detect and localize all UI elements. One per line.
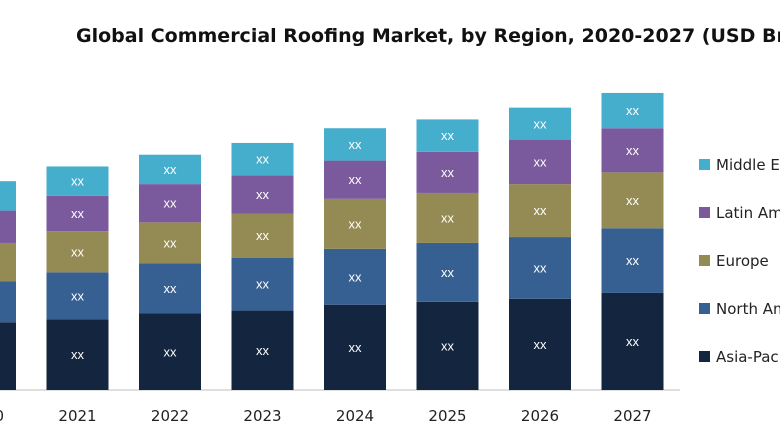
legend-swatch-north-america [699, 303, 710, 314]
bar-europe-2025 [416, 192, 479, 243]
bar-label-middle-east-africa-2026: xx [534, 116, 548, 131]
x-tick-2025: 2025 [428, 407, 466, 425]
bar-label-europe-2024: xx [349, 216, 363, 231]
bar-label-asia-pacific-2021: xx [71, 347, 85, 362]
bar-latin-america-2024 [324, 160, 386, 199]
bar-asia-pacific-2021 [46, 319, 109, 390]
bar-latin-america-2027 [601, 128, 664, 173]
bar-label-latin-america-2023: xx [256, 187, 270, 202]
bar-label-europe-2025: xx [441, 210, 455, 225]
chart-title: Global Commercial Roofing Market, by Reg… [76, 25, 780, 47]
bar-middle-east-africa-2020 [0, 181, 16, 211]
bar-latin-america-2023 [231, 175, 294, 214]
bar-label-middle-east-africa-2022: xx [164, 162, 178, 177]
bar-middle-east-africa-2026 [509, 107, 571, 140]
legend-swatch-middle-east-africa [699, 159, 710, 170]
bar-label-middle-east-africa-2027: xx [626, 103, 640, 118]
bar-europe-2020 [0, 242, 16, 282]
bars-group: xx xx xx xx xx xx xx xx xx xx xx xx xx xx xx xx xx xx xx xx… [0, 92, 664, 390]
x-tick-2020: 2020 [0, 407, 4, 425]
x-tick-labels: 2020 2021 2022 2023 2024 2025 2026 2027 [0, 407, 652, 425]
bar-middle-east-africa-2024 [324, 128, 386, 161]
legend-swatch-europe [699, 255, 710, 266]
bar-label-north-america-2021: xx [71, 288, 85, 303]
bar-latin-america-2022 [139, 184, 201, 223]
bar-asia-pacific-2022 [139, 313, 201, 390]
legend-label-europe: Europe [716, 252, 769, 270]
bar-label-asia-pacific-2022: xx [164, 344, 178, 359]
bar-label-asia-pacific-2023: xx [256, 343, 270, 358]
bar-asia-pacific-2024 [324, 304, 386, 390]
x-tick-2022: 2022 [151, 407, 189, 425]
bar-label-north-america-2025: xx [441, 265, 455, 280]
bar-label-asia-pacific-2025: xx [441, 338, 455, 353]
legend-swatch-asia-pacific [699, 351, 710, 362]
bar-label-latin-america-2021: xx [71, 206, 85, 221]
bar-latin-america-2025 [416, 151, 479, 193]
bar-asia-pacific-2026 [509, 298, 571, 390]
bar-label-middle-east-africa-2025: xx [441, 128, 455, 143]
bar-label-middle-east-africa-2023: xx [256, 152, 270, 167]
bar-north-america-2020 [0, 281, 16, 323]
bar-north-america-2026 [509, 237, 571, 299]
x-tick-2021: 2021 [58, 407, 96, 425]
bar-label-middle-east-africa-2024: xx [349, 137, 363, 152]
bar-label-europe-2026: xx [534, 203, 548, 218]
legend-label-middle-east-africa: Middle East & Africa [716, 156, 780, 174]
bar-label-europe-2023: xx [256, 228, 270, 243]
bar-label-asia-pacific-2024: xx [349, 340, 363, 355]
legend-label-north-america: North America [716, 300, 780, 318]
bar-label-north-america-2023: xx [256, 277, 270, 292]
bar-label-latin-america-2022: xx [164, 196, 178, 211]
bar-north-america-2023 [231, 257, 294, 311]
bar-label-europe-2027: xx [626, 193, 640, 208]
bar-latin-america-2026 [509, 140, 571, 185]
bar-label-latin-america-2026: xx [534, 155, 548, 170]
bar-north-america-2027 [601, 228, 664, 293]
bar-north-america-2022 [139, 263, 201, 314]
bar-label-asia-pacific-2026: xx [534, 337, 548, 352]
x-tick-2026: 2026 [521, 407, 559, 425]
bar-europe-2027 [601, 172, 664, 229]
bar-north-america-2021 [46, 272, 109, 320]
x-tick-2024: 2024 [336, 407, 374, 425]
bar-label-asia-pacific-2027: xx [626, 334, 640, 349]
bar-label-europe-2021: xx [71, 244, 85, 259]
bar-europe-2026 [509, 184, 571, 238]
bar-label-north-america-2024: xx [349, 269, 363, 284]
bar-label-latin-america-2024: xx [349, 172, 363, 187]
bar-middle-east-africa-2027 [601, 92, 664, 129]
bar-europe-2024 [324, 198, 386, 249]
bar-middle-east-africa-2021 [46, 166, 109, 196]
bar-europe-2021 [46, 231, 109, 273]
bar-latin-america-2021 [46, 195, 109, 232]
bar-label-north-america-2026: xx [534, 260, 548, 275]
bar-label-north-america-2027: xx [626, 253, 640, 268]
bar-middle-east-africa-2023 [231, 142, 294, 176]
x-tick-2023: 2023 [243, 407, 281, 425]
bar-europe-2023 [231, 213, 294, 258]
bar-latin-america-2020 [0, 210, 16, 243]
bar-label-latin-america-2027: xx [626, 143, 640, 158]
bar-asia-pacific-2023 [231, 310, 294, 390]
legend-label-asia-pacific: Asia-Pacific [716, 348, 780, 366]
bar-label-north-america-2022: xx [164, 281, 178, 296]
legend-swatch-latin-america [699, 207, 710, 218]
legend-label-latin-america: Latin America [716, 204, 780, 222]
bar-asia-pacific-2027 [601, 292, 664, 390]
bar-north-america-2024 [324, 248, 386, 305]
bar-middle-east-africa-2025 [416, 119, 479, 152]
bar-asia-pacific-2020 [0, 322, 16, 390]
bar-asia-pacific-2025 [416, 301, 479, 390]
bar-label-middle-east-africa-2021: xx [71, 174, 85, 189]
bar-middle-east-africa-2022 [139, 154, 201, 185]
x-tick-2027: 2027 [613, 407, 651, 425]
bar-label-latin-america-2025: xx [441, 165, 455, 180]
bar-label-europe-2022: xx [164, 235, 178, 250]
bar-north-america-2025 [416, 242, 479, 302]
legend: Middle East & Africa Latin America Europe N… [699, 156, 780, 366]
bar-europe-2022 [139, 222, 201, 264]
